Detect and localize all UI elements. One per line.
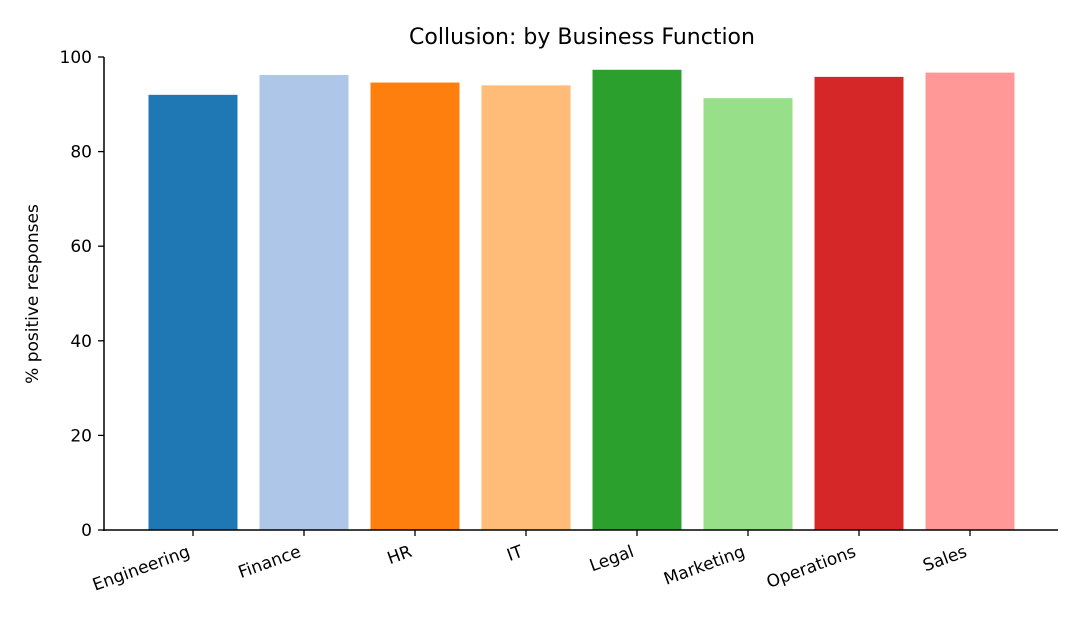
bar-operations — [814, 76, 904, 530]
x-tick-label: Finance — [236, 542, 304, 583]
x-tick-label: HR — [385, 542, 415, 569]
bar-hr — [370, 82, 460, 531]
y-tick-label: 80 — [70, 143, 92, 163]
y-axis-label: % positive responses — [23, 204, 43, 384]
x-tick-label: Marketing — [661, 542, 747, 590]
x-tick-label: Sales — [920, 542, 969, 576]
bar-it — [481, 85, 571, 530]
bar-legal — [592, 69, 682, 531]
bar-sales — [925, 72, 1015, 530]
y-tick-label: 0 — [81, 521, 92, 541]
chart-title: Collusion: by Business Function — [409, 25, 755, 50]
x-tick-label: IT — [504, 542, 526, 566]
x-tick-label: Operations — [764, 542, 859, 593]
x-tick-label: Engineering — [90, 542, 193, 596]
y-axis-ticks: 0 20 40 60 80 100 — [60, 48, 104, 541]
x-axis-ticks: Engineering Finance HR IT Legal Marketing Oper… — [90, 530, 971, 596]
y-tick-label: 100 — [60, 48, 92, 68]
bars-group — [148, 69, 1015, 531]
bar-engineering — [148, 94, 238, 530]
x-tick-label: Legal — [587, 542, 637, 576]
y-tick-label: 20 — [70, 426, 92, 446]
bar-marketing — [703, 98, 793, 530]
bar-finance — [259, 74, 349, 530]
y-tick-label: 60 — [70, 237, 92, 257]
y-tick-label: 40 — [70, 332, 92, 352]
